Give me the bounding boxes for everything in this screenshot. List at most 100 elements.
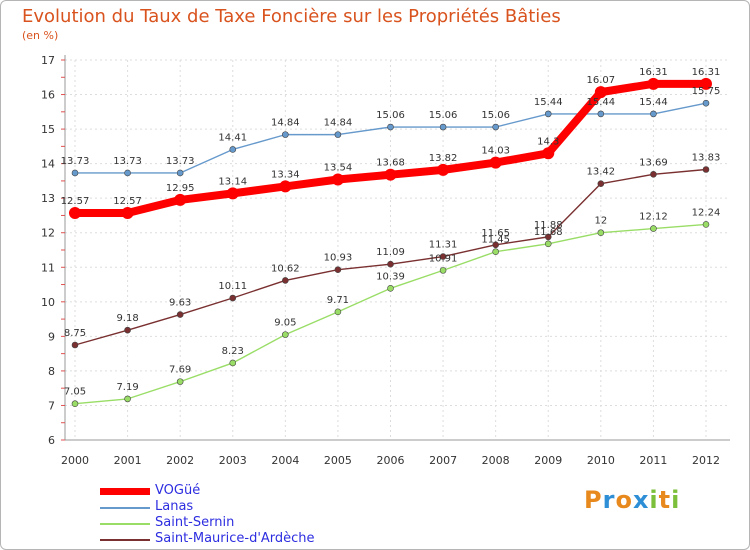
- data-label: 7.05: [64, 387, 86, 398]
- data-point: [124, 326, 131, 334]
- data-label: 15.06: [429, 110, 458, 121]
- data-label: 9.05: [274, 318, 296, 329]
- data-point: [174, 193, 187, 206]
- x-tick-label: 2000: [61, 454, 89, 467]
- data-label: 12.95: [166, 183, 195, 194]
- legend-swatch: [100, 488, 150, 495]
- legend-swatch: [100, 539, 150, 541]
- data-label: 13.54: [324, 163, 353, 174]
- data-label: 14.84: [324, 118, 353, 129]
- data-label: 8.75: [64, 328, 86, 339]
- data-point: [334, 308, 342, 316]
- data-label: 7.69: [169, 365, 191, 376]
- data-point: [71, 341, 79, 349]
- logo-letter: P: [584, 486, 603, 514]
- data-label: 15.06: [376, 110, 405, 121]
- legend-label: Lanas: [155, 499, 194, 514]
- data-point: [124, 395, 131, 403]
- data-label: 11.68: [534, 227, 563, 238]
- data-label: 13.34: [271, 169, 300, 180]
- x-tick-label: 2010: [587, 454, 615, 467]
- data-point: [176, 311, 184, 318]
- data-label: 15.44: [534, 97, 563, 108]
- data-label: 11.45: [481, 235, 510, 246]
- y-tick-label: 8: [48, 365, 55, 378]
- x-tick-label: 2008: [482, 454, 510, 467]
- data-point: [176, 169, 184, 177]
- data-point: [437, 163, 450, 176]
- data-point: [439, 253, 447, 260]
- data-label: 11.09: [376, 247, 405, 258]
- data-label: 16.31: [692, 67, 721, 78]
- data-label: 10.11: [218, 281, 247, 292]
- data-point: [176, 378, 184, 385]
- logo-letter: r: [602, 486, 616, 514]
- data-label: 9.63: [169, 298, 191, 309]
- data-point: [489, 156, 502, 169]
- data-point: [702, 166, 710, 173]
- data-point: [650, 171, 657, 178]
- y-tick-label: 12: [41, 227, 55, 240]
- data-point: [282, 277, 289, 284]
- data-point: [229, 146, 237, 153]
- data-point: [492, 248, 499, 256]
- data-label: 12.12: [639, 212, 668, 223]
- logo-letter: i: [649, 486, 659, 514]
- data-point: [544, 240, 552, 248]
- data-point: [387, 123, 394, 131]
- data-point: [69, 207, 81, 220]
- data-point: [492, 241, 499, 249]
- data-label: 14.84: [271, 118, 300, 129]
- data-label: 10.93: [324, 253, 353, 264]
- data-label: 10.91: [429, 253, 458, 264]
- data-point: [279, 180, 292, 193]
- y-tick-label: 14: [41, 158, 55, 171]
- y-tick-label: 9: [48, 330, 55, 343]
- y-tick-label: 6: [48, 434, 55, 447]
- data-label: 10.62: [271, 263, 300, 274]
- data-label: 8.23: [222, 346, 244, 357]
- chart-subtitle: (en %): [22, 29, 59, 42]
- data-point: [544, 233, 552, 241]
- data-point: [647, 77, 660, 90]
- data-point: [387, 285, 394, 292]
- data-point: [282, 131, 289, 138]
- proxiti-logo: Proxiti: [584, 486, 680, 514]
- data-point: [331, 173, 344, 186]
- data-label: 13.83: [692, 153, 721, 164]
- data-point: [334, 131, 342, 138]
- x-tick-label: 2003: [219, 454, 247, 467]
- x-tick-label: 2007: [429, 454, 457, 467]
- data-point: [597, 229, 605, 237]
- data-label: 11.88: [534, 220, 563, 231]
- data-label: 13.68: [376, 158, 405, 169]
- data-point: [597, 110, 605, 118]
- data-label: 9.71: [327, 295, 349, 306]
- x-tick-label: 2011: [639, 454, 667, 467]
- legend-swatch: [100, 507, 150, 509]
- logo-letter: i: [671, 486, 681, 514]
- data-label: 15.44: [639, 97, 668, 108]
- data-label: 12: [594, 216, 607, 227]
- data-point: [492, 123, 499, 131]
- data-label: 12.57: [61, 196, 90, 207]
- data-point: [71, 400, 79, 408]
- data-point: [439, 123, 447, 131]
- x-tick-label: 2004: [271, 454, 299, 467]
- legend-label: VOGüé: [155, 483, 201, 498]
- logo-letter: x: [632, 486, 650, 514]
- data-point: [229, 294, 237, 302]
- data-label: 12.57: [113, 196, 142, 207]
- data-point: [650, 110, 657, 118]
- data-label: 13.69: [639, 157, 668, 168]
- legend-label: Saint-Maurice-d'Ardèche: [155, 531, 315, 546]
- data-point: [700, 77, 712, 90]
- data-label: 16.07: [587, 75, 616, 86]
- data-label: 14.3: [537, 136, 559, 147]
- data-point: [544, 110, 552, 118]
- data-point: [384, 168, 397, 181]
- x-tick-label: 2006: [377, 454, 405, 467]
- x-tick-label: 2005: [324, 454, 352, 467]
- data-point: [334, 266, 342, 273]
